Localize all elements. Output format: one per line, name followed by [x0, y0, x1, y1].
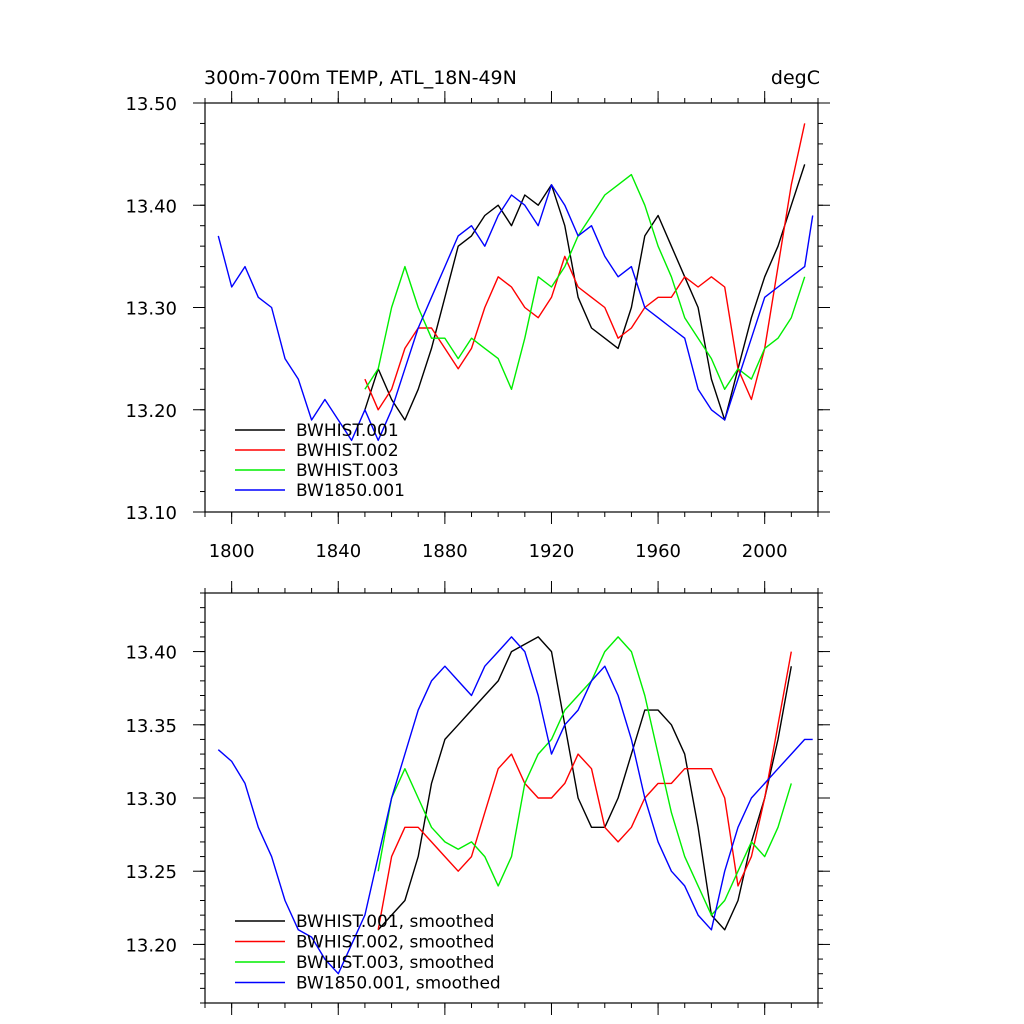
legend-label: BWHIST.003, smoothed: [296, 953, 494, 973]
units-label: degC: [771, 67, 820, 89]
chart-title: 300m-700m TEMP, ATL_18N-49N: [204, 67, 517, 89]
legend-label: BWHIST.002: [296, 441, 399, 461]
series-line-bwhist-001: [364, 164, 806, 421]
x-tick-label: 1840: [315, 541, 361, 562]
legend-label: BWHIST.002, smoothed: [296, 933, 494, 953]
y-tick-label: 13.30: [125, 789, 177, 810]
series-line-bwhist-002-smoothed: [377, 651, 792, 930]
x-tick-label: 1880: [422, 541, 468, 562]
legend-label: BW1850.001, smoothed: [296, 974, 501, 994]
series-line-bwhist-001-smoothed: [377, 636, 792, 931]
y-tick-label: 13.30: [125, 299, 177, 320]
y-tick-label: 13.40: [125, 196, 177, 217]
legend-label: BWHIST.001: [296, 421, 399, 441]
x-tick-label: 1800: [209, 541, 255, 562]
x-tick-label: 2000: [742, 541, 788, 562]
series-line-bw1850-001-smoothed: [217, 636, 813, 975]
y-tick-label: 13.10: [125, 503, 177, 524]
panel-bottom-smoothed-temperature: 13.20 13.25 13.30 13.35 13.40 BWHIST.001, smo…: [125, 581, 830, 1015]
legend-label: BWHIST.003: [296, 461, 399, 481]
y-tick-label: 13.20: [125, 401, 177, 422]
y-tick-label: 13.40: [125, 643, 177, 664]
legend-label: BWHIST.001, smoothed: [296, 912, 494, 932]
y-tick-label: 13.25: [125, 862, 177, 883]
series-line-bwhist-003: [364, 173, 806, 390]
series-line-bw1850-001: [217, 184, 814, 442]
y-tick-label: 13.20: [125, 935, 177, 956]
y-tick-label: 13.35: [125, 716, 177, 737]
panel-top-raw-temperature: 300m-700m TEMP, ATL_18N-49N degC 13.10 13…: [125, 67, 830, 562]
x-tick-label: 1920: [529, 541, 575, 562]
x-tick-label: 1960: [635, 541, 681, 562]
legend-label: BW1850.001: [296, 481, 405, 501]
y-tick-label: 13.50: [125, 94, 177, 115]
series-line-bwhist-003-smoothed: [377, 636, 792, 916]
